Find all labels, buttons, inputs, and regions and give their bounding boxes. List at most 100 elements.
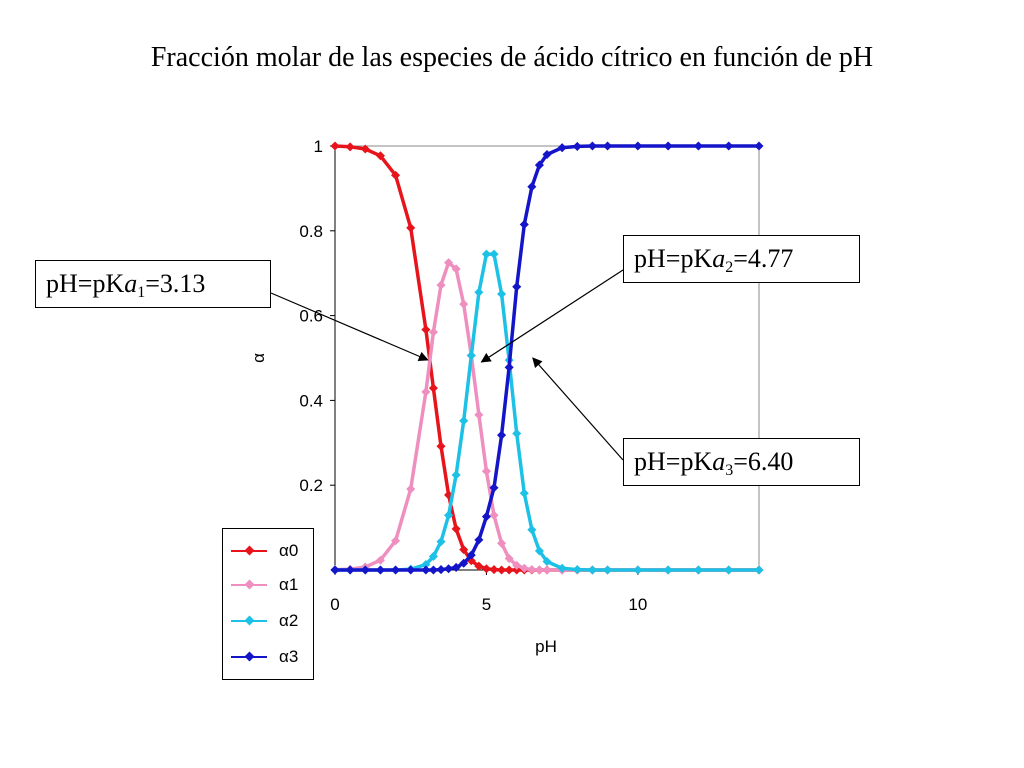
data-point — [474, 535, 484, 545]
data-point — [436, 441, 446, 451]
data-point — [451, 470, 461, 480]
data-point — [527, 525, 537, 535]
data-point — [497, 430, 507, 440]
data-point — [572, 565, 582, 575]
legend-marker — [244, 615, 255, 626]
legend-item-alpha2: α2 — [231, 611, 311, 631]
series-1 — [330, 258, 764, 575]
data-point — [754, 141, 764, 151]
data-point — [534, 546, 544, 556]
callout-prefix: pH=pK — [46, 269, 125, 298]
data-point — [603, 141, 613, 151]
data-point — [444, 564, 454, 574]
x-tick-label: 0 — [330, 595, 339, 614]
data-point — [330, 565, 340, 575]
y-tick-label: 0.8 — [299, 222, 323, 241]
data-point — [603, 565, 613, 575]
data-point — [724, 565, 734, 575]
data-point — [519, 219, 529, 229]
data-point — [428, 565, 438, 575]
data-point — [459, 299, 469, 309]
legend-marker — [244, 545, 255, 556]
data-point — [428, 383, 438, 393]
callout-arrow-3 — [532, 357, 624, 461]
plot-area — [334, 145, 760, 571]
x-axis-label: pH — [535, 637, 557, 656]
data-point — [497, 289, 507, 299]
data-point — [489, 510, 499, 520]
data-point — [406, 565, 416, 575]
data-point — [572, 141, 582, 151]
legend-label: α2 — [279, 611, 299, 630]
data-point — [391, 536, 401, 546]
data-point — [406, 484, 416, 494]
callout-value: =3.13 — [145, 269, 206, 298]
callout-sub: 3 — [725, 462, 734, 479]
data-point — [375, 151, 385, 161]
data-point — [489, 249, 499, 259]
data-point — [345, 142, 355, 152]
series-line — [334, 144, 759, 572]
data-point — [557, 563, 567, 573]
data-point — [519, 488, 529, 498]
data-point — [663, 141, 673, 151]
y-tick-label: 0.6 — [299, 307, 323, 326]
data-point — [534, 565, 544, 575]
data-point — [481, 466, 491, 476]
data-point — [345, 565, 355, 575]
data-point — [519, 563, 529, 573]
data-point — [693, 141, 703, 151]
data-point — [754, 565, 764, 575]
data-point — [587, 141, 597, 151]
legend-label: α0 — [279, 541, 299, 560]
data-point — [512, 428, 522, 438]
data-point — [459, 416, 469, 426]
data-point — [489, 565, 499, 575]
data-point — [330, 141, 340, 151]
legend-item-alpha3: α3 — [231, 647, 311, 667]
data-point — [459, 558, 469, 568]
data-point — [375, 565, 385, 575]
callout-sub: 1 — [137, 284, 146, 301]
data-point — [474, 410, 484, 420]
callout-pka1: pH=pKa1=3.13 — [35, 260, 271, 308]
data-point — [542, 565, 552, 575]
callout-italic: a — [124, 269, 138, 298]
data-point — [436, 537, 446, 547]
data-point — [436, 565, 446, 575]
data-point — [406, 223, 416, 233]
callout-prefix: pH=pK — [634, 244, 713, 273]
data-point — [436, 280, 446, 290]
series-2 — [330, 249, 764, 575]
data-point — [428, 327, 438, 337]
data-point — [421, 325, 431, 335]
legend-item-alpha0: α0 — [231, 541, 311, 561]
legend-marker — [244, 651, 255, 662]
data-point — [512, 560, 522, 570]
callout-prefix: pH=pK — [634, 447, 713, 476]
callout-pka3: pH=pKa3=6.40 — [623, 438, 860, 486]
callout-value: =4.77 — [733, 244, 794, 273]
annotation-arrows — [270, 269, 624, 461]
y-axis-label: α — [249, 353, 268, 363]
legend-label: α1 — [279, 575, 299, 594]
data-point — [663, 565, 673, 575]
x-tick-label: 10 — [628, 595, 647, 614]
callout-pka2: pH=pKa2=4.77 — [623, 235, 860, 283]
callout-value: =6.40 — [733, 447, 794, 476]
series-layer — [330, 141, 764, 575]
series-line — [335, 144, 759, 572]
legend-label: α3 — [279, 647, 299, 666]
data-point — [474, 287, 484, 297]
page-title: Fracción molar de las especies de ácido … — [150, 42, 874, 73]
callout-italic: a — [712, 244, 726, 273]
callout-italic: a — [712, 447, 726, 476]
data-point — [497, 565, 507, 575]
data-point — [474, 561, 484, 571]
callout-sub: 2 — [725, 259, 734, 276]
data-point — [481, 249, 491, 259]
data-point — [451, 524, 461, 534]
data-point — [633, 141, 643, 151]
callout-arrow-2 — [480, 269, 624, 363]
